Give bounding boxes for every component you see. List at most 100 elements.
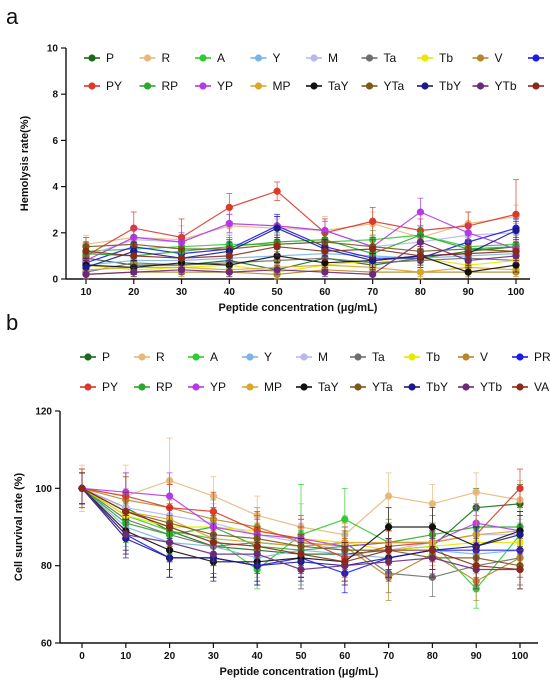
y-tick-label: 8 <box>52 90 58 101</box>
y-axis-title: Cell survival rate (%) <box>13 473 25 582</box>
legend-item-A: A <box>188 350 218 364</box>
y-axis-title: Hemolysis rate(%) <box>19 115 31 211</box>
data-point <box>369 217 377 225</box>
legend-label: TbY <box>439 79 461 93</box>
legend-label: Tb <box>426 350 440 364</box>
legend-item-R: R <box>134 350 165 364</box>
data-point <box>472 488 480 496</box>
data-point <box>165 523 174 531</box>
x-tick-label: 80 <box>427 651 439 662</box>
legend-swatch-marker <box>408 353 416 361</box>
legend-swatch-marker <box>199 54 207 62</box>
data-point <box>341 558 349 566</box>
data-point <box>225 219 233 228</box>
x-tick-label: 80 <box>415 287 427 298</box>
x-tick-label: 70 <box>383 651 395 662</box>
legend-label: YP <box>217 79 233 93</box>
x-tick-label: 90 <box>471 651 483 662</box>
data-point <box>516 565 524 574</box>
data-point <box>369 270 377 279</box>
legend-item-PR: PR <box>528 54 544 62</box>
y-tick-label: 2 <box>52 228 58 239</box>
y-tick-label: 80 <box>41 561 53 572</box>
chart-panel-a: 0 2 4 6 8 10 10 20 30 40 50 60 70 80 90 100 Peptide conc… <box>19 44 544 314</box>
data-point <box>512 210 520 218</box>
legend-label: V <box>495 51 503 65</box>
legend-swatch-marker <box>143 82 152 90</box>
data-point <box>428 523 437 531</box>
data-point <box>273 224 281 232</box>
legend-label: A <box>217 51 225 65</box>
x-axis-title: Peptide concentration (μg/mL) <box>220 666 379 678</box>
data-point <box>464 268 472 276</box>
legend-item-M: M <box>296 350 328 364</box>
x-tick-label: 50 <box>295 651 307 662</box>
legend-swatch-marker <box>138 353 146 361</box>
data-point <box>225 252 233 260</box>
data-point <box>225 203 233 212</box>
legend-swatch-marker <box>354 383 362 391</box>
legend-item-P: P <box>84 51 114 65</box>
data-point <box>297 550 305 558</box>
data-point <box>516 484 524 492</box>
legend-item-YTa: YTa <box>361 79 405 93</box>
legend-label: V <box>480 350 488 364</box>
series-line <box>85 257 517 273</box>
legend-swatch-marker <box>365 54 374 62</box>
legend-label: TaY <box>318 380 339 394</box>
data-point <box>384 546 393 554</box>
x-tick-label: 50 <box>272 287 284 298</box>
series-M <box>82 213 520 266</box>
series-line <box>85 246 517 259</box>
x-tick-label: 10 <box>120 651 132 662</box>
legend-label: R <box>156 350 165 364</box>
legend-label: PY <box>102 380 118 394</box>
legend-item-MP: MP <box>250 79 291 93</box>
data-point <box>273 266 281 274</box>
legend-label: RP <box>162 79 179 93</box>
data-point <box>273 243 281 251</box>
chart-panel-b: 60 80 100 120 0 10 20 30 40 50 60 70 80 90 100 Peptide … <box>13 350 550 678</box>
legend-swatch-marker <box>138 383 146 391</box>
data-point <box>416 252 425 260</box>
data-point <box>253 542 261 550</box>
data-point <box>464 229 472 237</box>
panel-label-a: a <box>6 4 19 29</box>
legend-label: PY <box>106 79 122 93</box>
legend-item-RP: RP <box>134 380 173 394</box>
x-tick-label: 0 <box>79 651 85 662</box>
series-line <box>85 252 517 266</box>
legend-item-Tb: Tb <box>404 350 440 364</box>
legend-item-YTb: YTb <box>472 79 517 93</box>
legend-swatch-marker <box>192 353 200 361</box>
series-line <box>85 216 517 245</box>
legend-swatch-marker <box>254 82 263 90</box>
data-point <box>472 562 480 570</box>
y-tick-label: 0 <box>52 275 58 286</box>
legend-item-M: M <box>306 51 338 65</box>
legend-swatch-marker <box>462 353 470 361</box>
x-tick-label: 20 <box>128 287 140 298</box>
x-tick-label: 40 <box>224 287 236 298</box>
panel-label-b: b <box>6 310 18 335</box>
data-point <box>384 523 393 531</box>
data-point <box>341 515 349 523</box>
legend-swatch-marker <box>532 82 540 90</box>
legend-swatch-marker <box>365 82 374 90</box>
legend-swatch-marker <box>88 54 96 62</box>
legend-swatch-marker <box>476 82 485 90</box>
y-tick-label: 100 <box>35 484 52 495</box>
data-point <box>165 492 174 500</box>
legend-label: YTb <box>480 380 502 394</box>
data-point <box>122 507 130 516</box>
legend-label: TbY <box>426 380 448 394</box>
x-tick-label: 20 <box>164 651 176 662</box>
legend-swatch-marker <box>310 54 318 62</box>
data-point <box>512 247 520 255</box>
legend-swatch-marker <box>421 82 429 90</box>
legend-item-TaY: TaY <box>306 79 349 93</box>
legend-item-R: R <box>139 51 171 65</box>
legend-item-VA: VA <box>512 380 549 394</box>
legend-item-Tb: Tb <box>417 51 453 65</box>
